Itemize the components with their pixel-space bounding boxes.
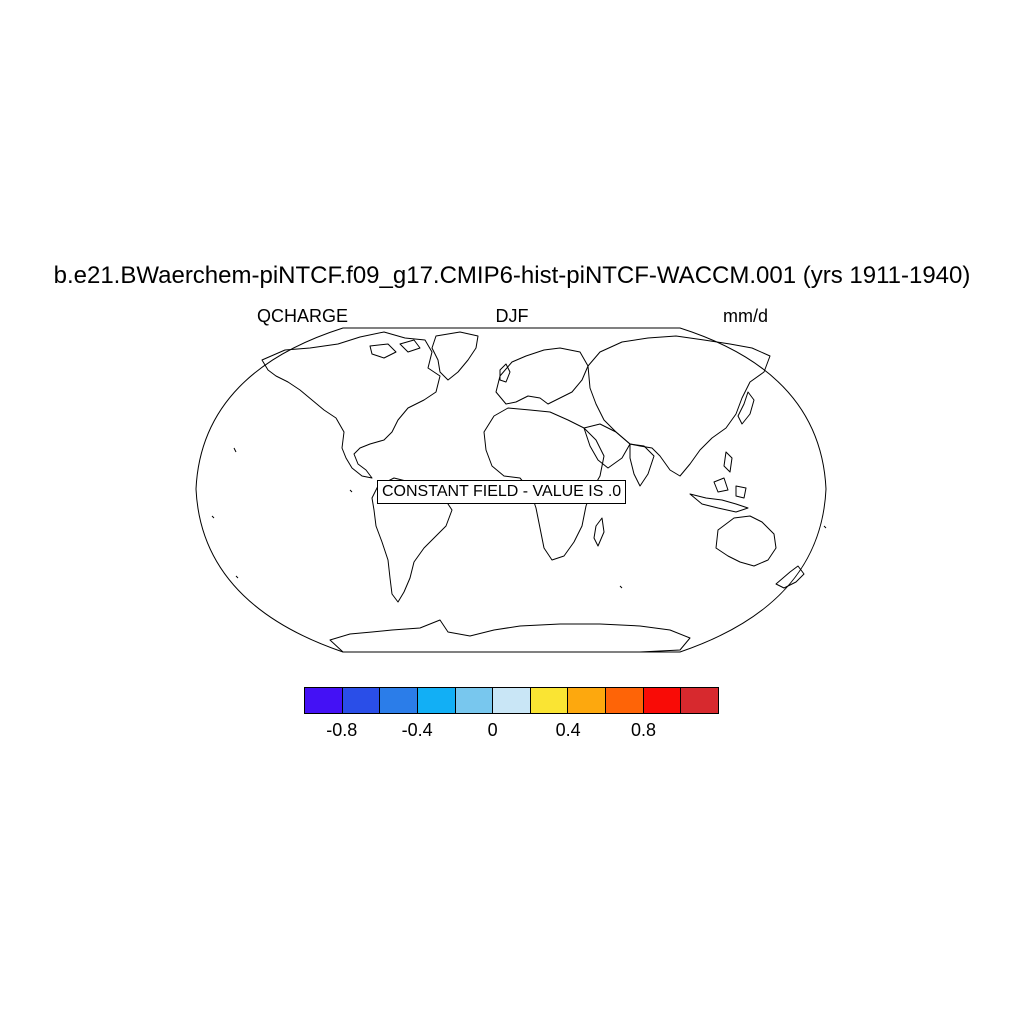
coastline-arctic-islands: [369, 339, 421, 359]
colorbar: [304, 687, 719, 714]
coastline-arabia: [583, 423, 631, 469]
coastline-philippines: [723, 451, 733, 473]
colorbar-tick-label: 0.4: [555, 720, 581, 740]
colorbar-swatch-8: [606, 688, 644, 713]
coastline-antarctica: [329, 619, 691, 653]
colorbar-swatch-4: [455, 688, 494, 713]
coastline-indonesia: [689, 477, 749, 513]
plot-title: b.e21.BWaerchem-piNTCF.f09_g17.CMIP6-his…: [53, 262, 971, 289]
coastline-europe: [495, 347, 589, 405]
coastline-australia: [715, 515, 777, 567]
colorbar-swatch-1: [342, 688, 381, 713]
coastlines: [211, 331, 827, 653]
units-label: mm/d: [723, 306, 768, 326]
colorbar-swatch-5: [493, 688, 531, 713]
coastline-africa: [483, 407, 605, 561]
colorbar-swatch-6: [530, 688, 569, 713]
colorbar-swatch-3: [417, 688, 456, 713]
coastline-north-america: [261, 331, 441, 479]
colorbar-tick-label: -0.4: [401, 720, 433, 740]
colorbar-tick-label: 0.8: [631, 720, 657, 740]
coastline-india: [629, 443, 655, 487]
coastline-uk: [499, 363, 511, 383]
coastline-new-zealand: [775, 565, 805, 589]
colorbar-swatch-2: [380, 688, 418, 713]
map-border: [195, 327, 827, 653]
colorbar-tick-label: -0.8: [326, 720, 358, 740]
colorbar-tick-label: 0: [487, 720, 498, 740]
variable-label: QCHARGE: [257, 306, 349, 326]
colorbar-swatch-9: [643, 688, 682, 713]
colorbar-labels: -0.8 -0.4 0 0.4 0.8: [304, 720, 719, 742]
colorbar-swatch-0: [305, 688, 343, 713]
coastline-greenland: [431, 331, 479, 381]
season-label: DJF: [495, 306, 529, 326]
colorbar-swatch-10: [681, 688, 719, 713]
coastline-madagascar: [593, 517, 605, 547]
colorbar-swatch-7: [568, 688, 607, 713]
coastline-small-islands: [211, 447, 827, 589]
coastline-japan: [737, 391, 755, 425]
constant-field-annotation: CONSTANT FIELD - VALUE IS .0: [377, 480, 627, 504]
coastline-asia: [587, 335, 771, 477]
